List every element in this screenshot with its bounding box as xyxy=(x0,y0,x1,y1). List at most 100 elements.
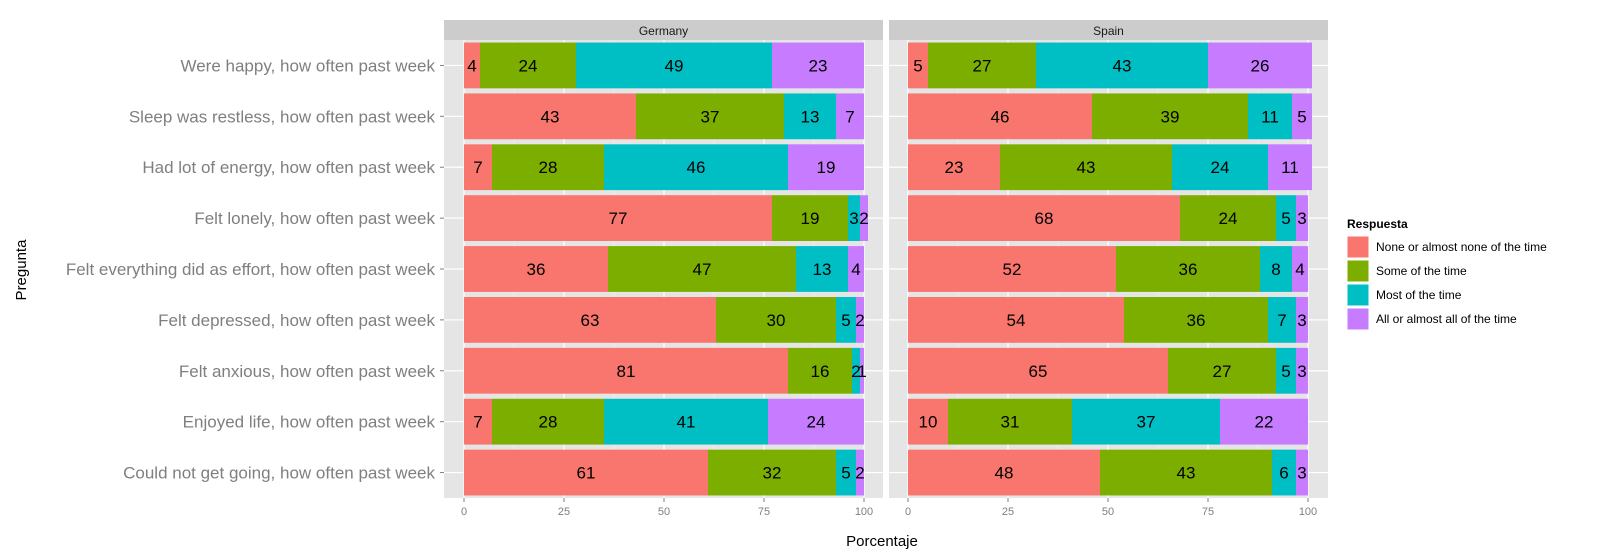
data-label: 37 xyxy=(701,107,720,126)
data-label: 19 xyxy=(801,209,820,228)
bar-segment xyxy=(788,144,864,191)
bar-segment xyxy=(464,144,492,191)
legend-label: Most of the time xyxy=(1376,288,1462,302)
bar-segment xyxy=(1220,398,1308,445)
data-label: 43 xyxy=(1077,158,1096,177)
data-label: 43 xyxy=(541,107,560,126)
data-label: 48 xyxy=(995,464,1014,483)
bar-segment xyxy=(464,195,772,242)
x-tick-label: 0 xyxy=(905,506,911,518)
bar-segment xyxy=(1116,246,1260,292)
x-tick-label: 75 xyxy=(758,506,770,518)
data-label: 13 xyxy=(801,107,820,126)
bar-segment xyxy=(1100,449,1272,496)
bar-segment xyxy=(1296,296,1308,343)
bar-segment xyxy=(576,42,772,89)
data-label: 5 xyxy=(841,311,850,330)
bar-segment xyxy=(796,246,848,292)
data-label: 6 xyxy=(1279,464,1288,483)
bar-segment xyxy=(464,449,708,496)
data-label: 1 xyxy=(857,362,866,381)
bar-segment xyxy=(772,195,848,242)
data-label: 26 xyxy=(1251,56,1270,75)
facet-strip xyxy=(889,20,1328,40)
data-label: 36 xyxy=(1179,260,1198,279)
legend-swatch xyxy=(1346,235,1370,259)
data-label: 11 xyxy=(1261,107,1279,126)
data-label: 31 xyxy=(1001,413,1020,432)
y-tick-label: Had lot of energy, how often past week xyxy=(142,158,435,177)
data-label: 24 xyxy=(807,413,826,432)
y-tick-label: Felt everything did as effort, how often… xyxy=(66,260,436,279)
data-label: 61 xyxy=(577,464,596,483)
y-tick-label: Felt lonely, how often past week xyxy=(194,209,435,228)
bar-segment xyxy=(492,398,604,445)
y-tick-label: Sleep was restless, how often past week xyxy=(129,107,436,126)
bar-segment xyxy=(908,246,1116,292)
bar-segment xyxy=(1272,449,1296,496)
bar-segment xyxy=(1260,246,1292,292)
bar-segment xyxy=(848,246,864,292)
y-tick-label: Could not get going, how often past week xyxy=(123,464,435,483)
bar-segment xyxy=(908,296,1124,343)
bar-segment xyxy=(788,347,852,394)
data-label: 4 xyxy=(1295,260,1304,279)
bar-segment xyxy=(908,144,1000,191)
bar-segment xyxy=(464,347,788,394)
data-label: 3 xyxy=(1297,209,1306,228)
bar-segment xyxy=(1036,42,1208,89)
bar-segment xyxy=(852,347,860,394)
data-label: 24 xyxy=(1219,209,1238,228)
y-axis: Were happy, how often past week Sleep was… xyxy=(66,56,444,483)
bar-segment xyxy=(948,398,1072,445)
data-label: 8 xyxy=(1271,260,1280,279)
data-label: 27 xyxy=(973,56,992,75)
data-label: 2 xyxy=(855,464,864,483)
bar-segment xyxy=(836,296,856,343)
data-label: 7 xyxy=(1277,311,1286,330)
legend-label: None or almost none of the time xyxy=(1376,240,1547,254)
data-label: 24 xyxy=(519,56,538,75)
bar-segment xyxy=(928,42,1036,89)
data-label: 77 xyxy=(609,209,628,228)
data-label: 81 xyxy=(617,362,636,381)
bar-segment xyxy=(1208,42,1312,89)
data-label: 10 xyxy=(919,413,938,432)
data-label: 30 xyxy=(767,311,786,330)
bar-segment xyxy=(492,144,604,191)
data-label: 32 xyxy=(763,464,782,483)
legend: Respuesta None or almost none of the tim… xyxy=(1346,217,1547,331)
legend-swatch xyxy=(1346,307,1370,331)
data-label: 24 xyxy=(1211,158,1230,177)
bar-segment xyxy=(1292,93,1312,140)
data-label: 19 xyxy=(817,158,836,177)
bar-segment xyxy=(1124,296,1268,343)
data-label: 3 xyxy=(849,209,858,228)
bar-segment xyxy=(1268,144,1312,191)
bar-segment xyxy=(768,398,864,445)
data-label: 43 xyxy=(1113,56,1132,75)
data-label: 46 xyxy=(687,158,706,177)
data-label: 28 xyxy=(539,158,558,177)
bar-segment xyxy=(708,449,836,496)
data-label: 39 xyxy=(1161,107,1180,126)
data-label: 23 xyxy=(809,56,828,75)
bar-segment xyxy=(604,144,788,191)
data-label: 2 xyxy=(851,362,860,381)
x-tick-label: 50 xyxy=(658,506,670,518)
data-label: 5 xyxy=(841,464,850,483)
bar-segment xyxy=(1276,347,1296,394)
data-label: 2 xyxy=(855,311,864,330)
bar-segment xyxy=(836,449,856,496)
data-label: 4 xyxy=(467,56,476,75)
data-label: 5 xyxy=(1281,362,1290,381)
data-label: 43 xyxy=(1177,464,1196,483)
bar-segment xyxy=(856,449,864,496)
data-label: 28 xyxy=(539,413,558,432)
x-axis-title: Porcentaje xyxy=(846,533,918,550)
legend-swatch xyxy=(1346,283,1370,307)
bar-segment xyxy=(608,246,796,292)
data-label: 49 xyxy=(665,56,684,75)
bar-segment xyxy=(784,93,836,140)
